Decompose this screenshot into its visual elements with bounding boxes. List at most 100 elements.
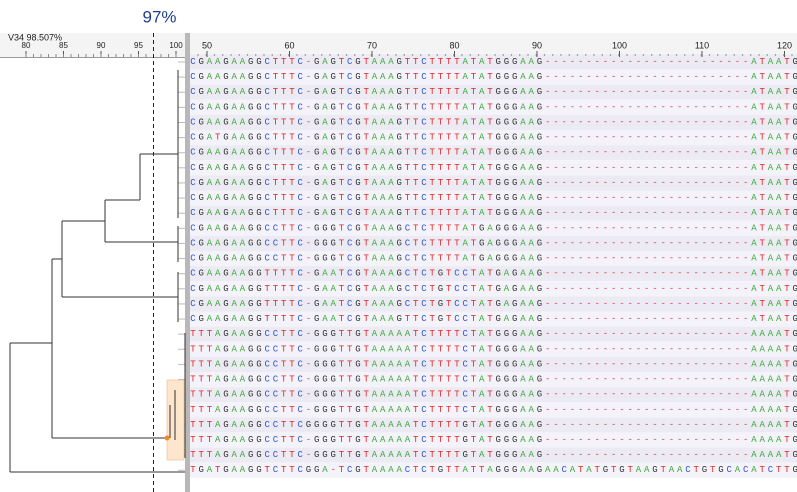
base: - — [603, 103, 608, 113]
base: A — [751, 299, 757, 309]
base: - — [718, 299, 723, 309]
base: A — [768, 375, 774, 385]
base: G — [397, 88, 402, 98]
base: A — [751, 193, 757, 203]
base: G — [504, 163, 509, 173]
base: T — [471, 330, 477, 340]
base: A — [776, 57, 782, 67]
base: T — [487, 163, 493, 173]
base: - — [570, 330, 575, 340]
base: - — [685, 420, 690, 430]
base: T — [413, 360, 419, 370]
base: C — [421, 224, 427, 234]
base: - — [586, 360, 591, 370]
base: G — [504, 118, 509, 128]
base: T — [289, 88, 295, 98]
base: T — [273, 57, 279, 67]
base: T — [413, 435, 419, 445]
base: A — [380, 435, 386, 445]
base: G — [248, 118, 253, 128]
base: G — [306, 420, 311, 430]
base: C — [743, 466, 749, 476]
base: T — [405, 118, 411, 128]
base: G — [504, 330, 509, 340]
base: - — [636, 284, 641, 294]
base: A — [380, 375, 386, 385]
base: - — [702, 330, 707, 340]
base: A — [529, 435, 535, 445]
base: - — [628, 239, 633, 249]
base: T — [339, 375, 345, 385]
base: - — [644, 103, 649, 113]
base: G — [537, 57, 542, 67]
base: - — [603, 178, 608, 188]
base: - — [553, 239, 558, 249]
base: C — [273, 224, 279, 234]
base: - — [710, 450, 715, 460]
base: - — [661, 299, 666, 309]
base: A — [751, 57, 757, 67]
base: T — [289, 133, 295, 143]
base: - — [603, 390, 608, 400]
base: G — [537, 103, 542, 113]
base: G — [397, 314, 402, 324]
base: - — [306, 103, 311, 113]
base: - — [619, 72, 624, 82]
base: T — [281, 178, 287, 188]
base: T — [487, 88, 493, 98]
base: G — [223, 405, 228, 415]
base: G — [223, 254, 228, 264]
base: C — [190, 314, 196, 324]
base: - — [677, 72, 682, 82]
base: - — [677, 163, 682, 173]
base: G — [537, 345, 542, 355]
base: C — [273, 239, 279, 249]
base: - — [628, 224, 633, 234]
base: T — [471, 375, 477, 385]
base: G — [322, 239, 327, 249]
base: G — [331, 239, 336, 249]
base: - — [710, 57, 715, 67]
base: A — [331, 284, 337, 294]
base: A — [322, 163, 328, 173]
base: G — [314, 209, 319, 219]
base: T — [199, 330, 205, 340]
base: - — [636, 148, 641, 158]
base: G — [248, 420, 253, 430]
base: - — [586, 148, 591, 158]
base: A — [232, 284, 238, 294]
base: A — [380, 193, 386, 203]
base: A — [232, 148, 238, 158]
base: A — [232, 360, 238, 370]
base: C — [463, 360, 469, 370]
base: A — [520, 450, 526, 460]
base: - — [306, 148, 311, 158]
splitter[interactable] — [185, 33, 190, 492]
base: A — [372, 299, 378, 309]
base: T — [281, 57, 287, 67]
threshold-label: 97% — [142, 7, 176, 26]
base: T — [446, 375, 452, 385]
base: - — [586, 390, 591, 400]
base: - — [553, 72, 558, 82]
base: C — [265, 103, 271, 113]
base: - — [661, 345, 666, 355]
base: G — [652, 466, 657, 476]
base: G — [256, 163, 261, 173]
selected-node[interactable] — [164, 435, 170, 441]
base: C — [298, 88, 304, 98]
base: - — [702, 375, 707, 385]
base: G — [256, 345, 261, 355]
base: - — [636, 420, 641, 430]
base: - — [636, 330, 641, 340]
base: C — [298, 450, 304, 460]
base: A — [479, 178, 485, 188]
base: - — [702, 360, 707, 370]
base: A — [479, 103, 485, 113]
base: - — [685, 224, 690, 234]
base: T — [784, 269, 790, 279]
base: A — [380, 133, 386, 143]
base: C — [298, 103, 304, 113]
base: G — [355, 466, 360, 476]
base: T — [661, 466, 667, 476]
